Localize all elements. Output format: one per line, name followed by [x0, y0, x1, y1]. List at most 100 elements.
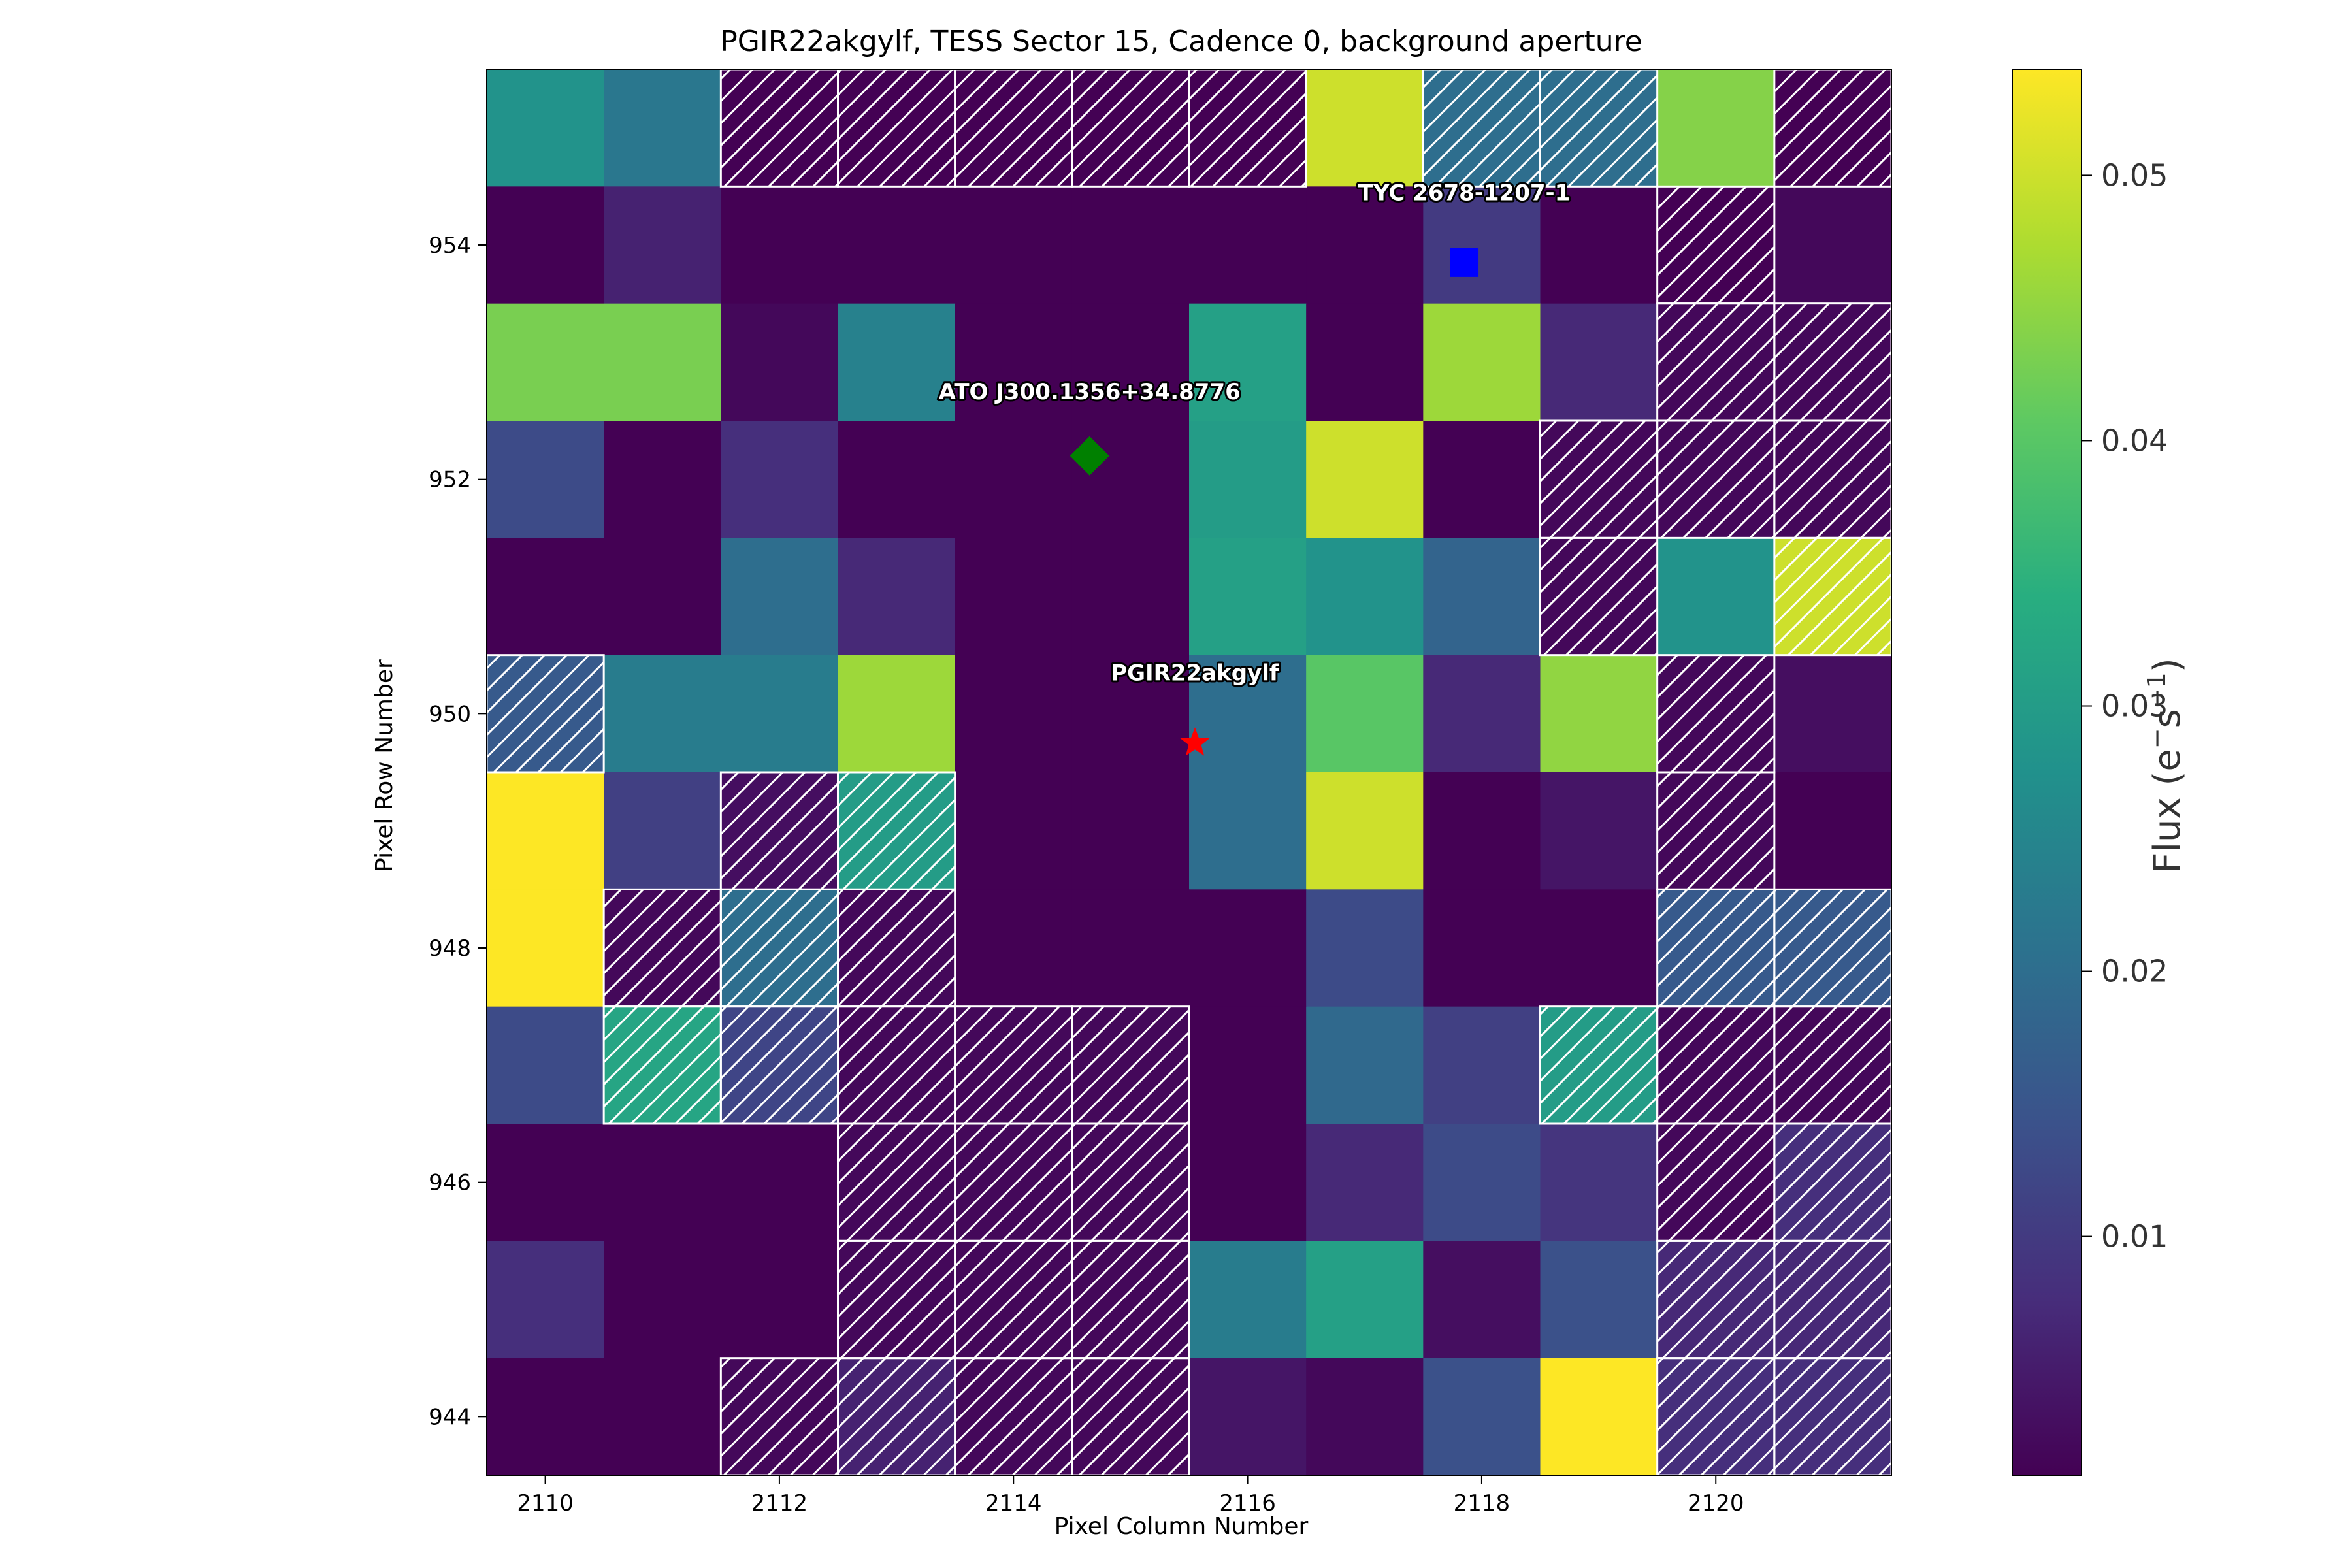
aperture-pixel	[1773, 419, 1893, 539]
heatmap-cell	[955, 772, 1073, 890]
aperture-pixel	[1071, 68, 1190, 188]
aperture-pixel	[954, 68, 1073, 188]
heatmap-cell	[604, 655, 721, 773]
heatmap-cell	[1540, 889, 1658, 1007]
aperture-pixel	[1071, 1005, 1190, 1125]
aperture-pixel	[719, 68, 840, 188]
heatmap-cell	[1423, 889, 1541, 1007]
heatmap-cell	[955, 186, 1073, 304]
heatmap-cell	[838, 655, 956, 773]
heatmap-cell	[1189, 655, 1307, 773]
y-tick-label: 954	[429, 233, 471, 259]
heatmap-cell	[1071, 772, 1190, 890]
heatmap-cell	[721, 655, 839, 773]
heatmap-cell	[1423, 1358, 1541, 1476]
heatmap-cell	[1071, 538, 1190, 656]
source-marker-star	[1180, 727, 1210, 756]
source-marker-diamond	[1070, 436, 1109, 476]
x-tick-label: 2114	[985, 1490, 1042, 1516]
aperture-pixel	[1656, 1005, 1776, 1125]
aperture-pixel	[719, 771, 840, 890]
x-axis-ticks: 2110 2112 2114 2116 2118 2120	[517, 1475, 1744, 1516]
aperture-pixel	[1071, 1357, 1190, 1477]
plot-frame	[486, 69, 1892, 1476]
heatmap-cell	[1423, 1124, 1541, 1241]
heatmap-cell	[487, 889, 604, 1007]
heatmap-cell	[955, 421, 1073, 538]
aperture-pixel	[837, 888, 956, 1008]
y-tick-label: 948	[429, 936, 471, 962]
colorbar-tick-label: 0.02	[2101, 954, 2168, 989]
aperture-pixel	[837, 1357, 956, 1477]
heatmap-cell	[1423, 303, 1541, 421]
aperture-pixel	[954, 1122, 1073, 1242]
colorbar-label-sup1: −	[2142, 728, 2171, 749]
heatmap-cell	[1774, 186, 1892, 304]
heatmap-cell	[604, 1358, 721, 1476]
heatmap-cell	[1423, 538, 1541, 656]
heatmap-cell	[955, 655, 1073, 773]
heatmap-cell	[721, 1124, 839, 1241]
heatmap-cell	[604, 421, 721, 538]
aperture-pixel	[1773, 302, 1893, 422]
chart-title: PGIR22akgylf, TESS Sector 15, Cadence 0,…	[720, 25, 1642, 58]
heatmap-cell	[1189, 1358, 1307, 1476]
heatmap-cell	[1540, 303, 1658, 421]
heatmap-cell	[1306, 889, 1424, 1007]
heatmap-cell	[721, 1241, 839, 1359]
heatmap-cell	[1071, 889, 1190, 1007]
heatmap-cell	[1306, 186, 1424, 304]
colorbar-label-main: Flux (e	[2146, 749, 2189, 874]
aperture-pixel	[1539, 1005, 1659, 1125]
heatmap-cell	[1189, 421, 1307, 538]
heatmap-cell	[1071, 303, 1190, 421]
aperture-pixel	[719, 888, 840, 1008]
heatmap-cell	[838, 421, 956, 538]
heatmap-cell	[1071, 655, 1190, 773]
heatmap-cell	[838, 538, 956, 656]
x-tick-label: 2120	[1688, 1490, 1744, 1516]
aperture-pixel	[837, 1005, 956, 1125]
heatmap-cell	[1423, 186, 1541, 304]
heatmap-cell	[1189, 186, 1307, 304]
heatmap-cell	[1657, 69, 1775, 187]
aperture-pixel	[837, 1122, 956, 1242]
aperture-pixel	[1773, 1239, 1893, 1360]
x-axis-label: Pixel Column Number	[1054, 1513, 1309, 1540]
heatmap-cell	[1423, 772, 1541, 890]
heatmap-cell	[487, 303, 604, 421]
heatmap-cell	[1306, 303, 1424, 421]
aperture-pixel	[1539, 68, 1659, 188]
heatmap-cell	[1423, 655, 1541, 773]
aperture-pixel	[954, 1239, 1073, 1360]
heatmap-cell	[487, 1006, 604, 1124]
x-tick-label: 2112	[751, 1490, 808, 1516]
heatmap-cell	[1540, 772, 1658, 890]
source-marker-square	[1450, 248, 1479, 277]
aperture-pixel	[1656, 185, 1776, 305]
heatmap-cell	[1657, 538, 1775, 656]
heatmap-cell	[487, 538, 604, 656]
heatmap-cell	[1306, 1241, 1424, 1359]
heatmap-cell	[1189, 772, 1307, 890]
heatmap-cell	[487, 772, 604, 890]
colorbar-label-mid: s	[2146, 709, 2189, 728]
source-labels: TYC 2678-1207-1 ATO J300.1356+34.8776 PGIR…	[937, 178, 1573, 688]
x-tick-label: 2118	[1454, 1490, 1511, 1516]
source-label: ATO J300.1356+34.8776	[939, 379, 1241, 405]
y-tick-label: 946	[429, 1170, 471, 1196]
y-tick-label: 944	[429, 1404, 471, 1430]
aperture-pixel	[1656, 888, 1776, 1008]
heatmap-cell	[955, 889, 1073, 1007]
colorbar-tick-label: 0.01	[2101, 1219, 2168, 1254]
aperture-pixel	[1539, 536, 1659, 657]
aperture-pixel	[602, 1005, 722, 1125]
aperture-pixel	[1773, 1357, 1893, 1477]
heatmap-cell	[1306, 1124, 1424, 1241]
heatmap-cell	[1423, 1241, 1541, 1359]
heatmap-cell	[1189, 1124, 1307, 1241]
colorbar-label: Flux (e−s−1)	[2142, 658, 2189, 873]
aperture-pixel	[1773, 1005, 1893, 1125]
aperture-pixel	[1071, 1122, 1190, 1242]
source-markers	[1070, 248, 1479, 756]
